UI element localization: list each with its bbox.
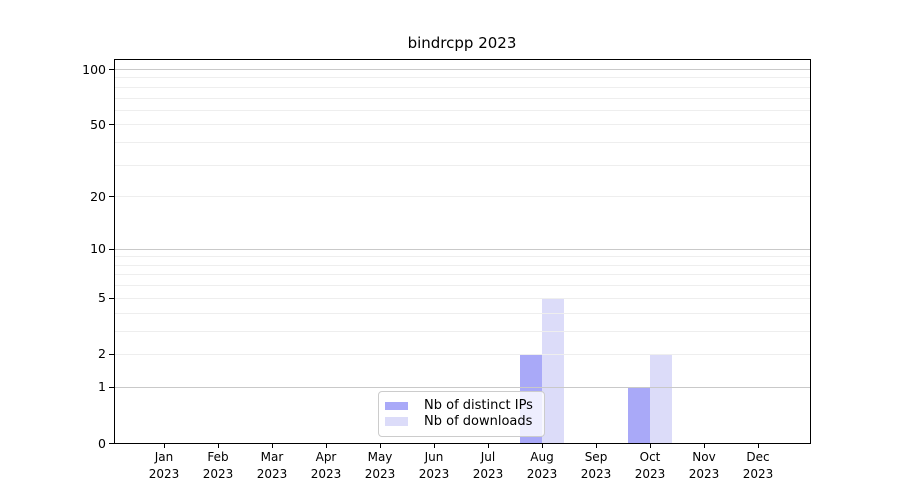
gridline-minor <box>114 330 810 332</box>
gridline-minor <box>114 164 810 166</box>
legend-entry-distinct-ips: Nb of distinct IPs <box>385 399 536 413</box>
x-tick-label: Jun 2023 <box>418 450 450 481</box>
gridline-minor <box>114 86 810 88</box>
gridline-minor <box>114 264 810 266</box>
gridline-minor <box>114 142 810 144</box>
y-tick-label: 1 <box>98 379 106 395</box>
y-axis-tick <box>109 443 114 444</box>
x-axis-tick <box>163 443 165 448</box>
gridline-major <box>114 248 810 250</box>
x-tick-label: Aug 2023 <box>526 450 558 481</box>
x-tick-label: Apr 2023 <box>310 450 342 481</box>
y-tick-label: 20 <box>90 188 106 204</box>
legend-label-downloads: Nb of downloads <box>424 413 533 429</box>
y-axis-tick <box>109 69 114 71</box>
x-tick-label: Dec 2023 <box>742 450 774 481</box>
chart-title: bindrcpp 2023 <box>407 34 517 52</box>
gridline-minor <box>114 256 810 258</box>
y-tick-label: 100 <box>82 61 106 77</box>
y-tick-label: 2 <box>98 346 106 362</box>
plot-area <box>114 59 810 444</box>
gridline-minor <box>114 124 810 126</box>
y-axis-tick <box>109 196 114 198</box>
legend-label-distinct-ips: Nb of distinct IPs <box>424 398 533 413</box>
x-axis-tick <box>325 443 327 448</box>
bar-distinct-ips-oct <box>628 387 650 444</box>
y-tick-label: 0 <box>98 435 106 451</box>
x-axis-tick <box>433 443 435 448</box>
x-axis-tick <box>217 443 219 448</box>
y-axis-tick <box>109 353 114 355</box>
bar-downloads-oct <box>650 354 672 444</box>
y-axis-tick <box>109 124 114 126</box>
gridline-minor <box>114 77 810 79</box>
gridline-major <box>114 386 810 388</box>
x-tick-label: Nov 2023 <box>688 450 720 481</box>
x-axis-tick <box>595 443 597 448</box>
x-axis-tick <box>757 443 759 448</box>
legend-entry-downloads: Nb of downloads <box>385 413 536 429</box>
y-tick-label: 10 <box>90 241 106 257</box>
gridline-minor <box>114 274 810 276</box>
x-tick-label: Jul 2023 <box>472 450 504 481</box>
gridline-minor <box>114 97 810 99</box>
x-tick-label: Jan 2023 <box>148 450 180 481</box>
x-axis-tick <box>703 443 705 448</box>
gridline-minor <box>114 353 810 355</box>
y-tick-label: 50 <box>90 116 106 132</box>
x-axis-tick <box>541 443 543 448</box>
gridline-minor <box>114 312 810 314</box>
x-tick-label: Sep 2023 <box>580 450 612 481</box>
legend: Nb of distinct IPs Nb of downloads <box>378 391 545 437</box>
y-axis-tick <box>109 297 114 299</box>
y-axis-tick <box>109 248 114 250</box>
gridline-minor <box>114 196 810 198</box>
y-axis-tick <box>109 386 114 388</box>
x-axis-tick <box>649 443 651 448</box>
x-axis-tick <box>487 443 489 448</box>
gridline-major <box>114 69 810 71</box>
x-axis-tick <box>271 443 273 448</box>
gridline-minor <box>114 109 810 111</box>
x-tick-label: Oct 2023 <box>634 450 666 481</box>
gridline-minor <box>114 285 810 287</box>
bar-downloads-aug <box>542 298 564 444</box>
x-tick-label: Feb 2023 <box>202 450 234 481</box>
legend-swatch-distinct-ips <box>385 401 408 411</box>
legend-swatch-downloads <box>385 417 408 426</box>
x-tick-label: May 2023 <box>364 450 396 481</box>
x-tick-label: Mar 2023 <box>256 450 288 481</box>
x-axis-tick <box>379 443 381 448</box>
gridline-minor <box>114 297 810 299</box>
y-tick-label: 5 <box>98 290 106 306</box>
